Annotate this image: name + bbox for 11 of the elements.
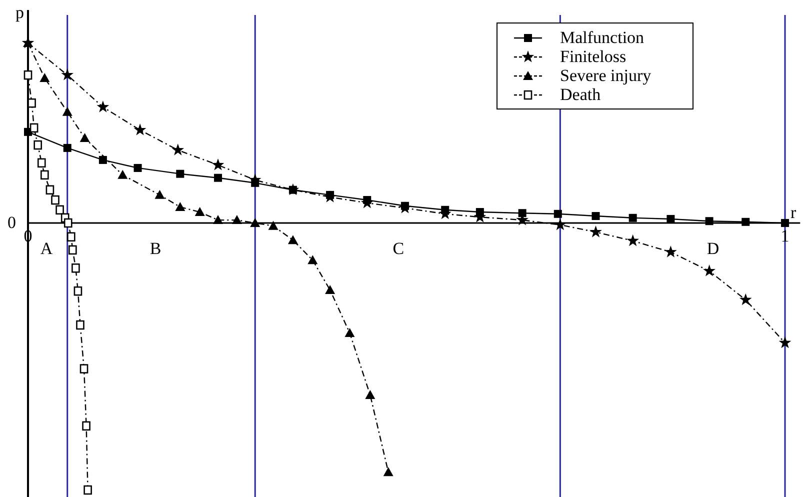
x-axis-title: r (790, 202, 796, 222)
legend-label: Severe injury (560, 66, 652, 85)
annotation: D (706, 238, 720, 258)
legend-label: Malfunction (560, 28, 645, 47)
annotation: C (392, 238, 404, 258)
text: 0 (8, 212, 16, 232)
annotation: B (150, 238, 162, 258)
legend-label: Finiteloss (560, 47, 626, 66)
y-axis-title: p (16, 3, 24, 22)
legend-label: Death (560, 85, 602, 104)
annotation: A (40, 238, 54, 258)
